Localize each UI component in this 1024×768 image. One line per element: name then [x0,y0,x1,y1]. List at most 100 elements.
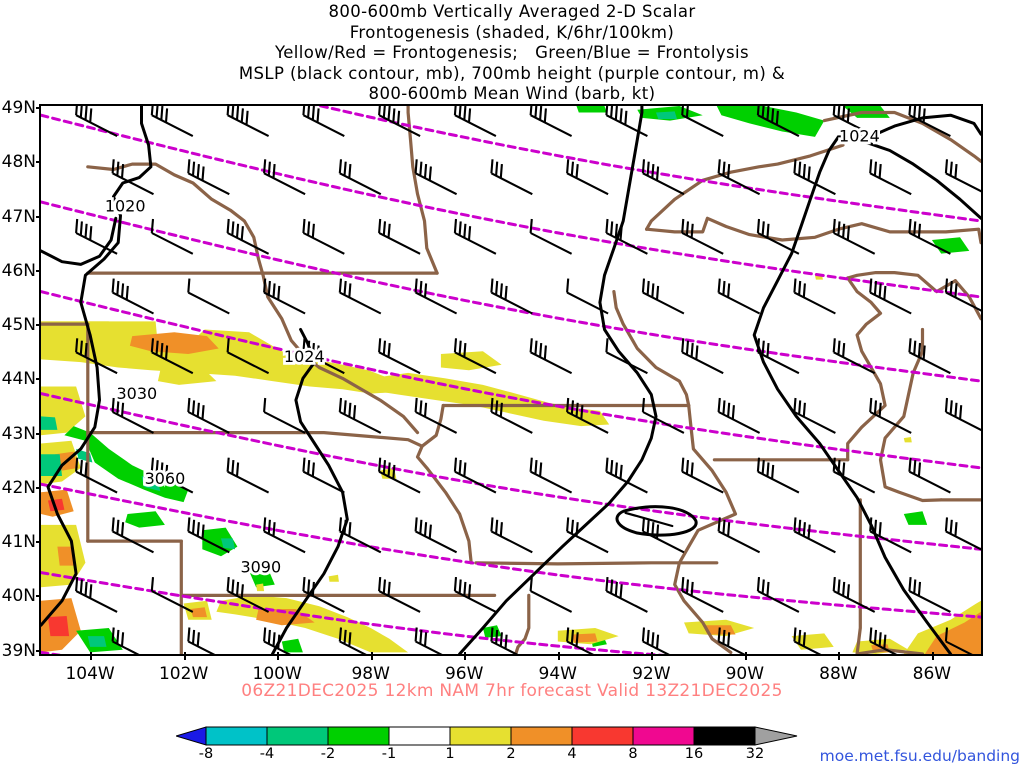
wind-barb [641,159,685,196]
wind-barb-feather [382,460,387,475]
frontolysis-green-small-a [249,568,275,588]
x-tick-mark [557,652,560,660]
wind-barb-shaft [566,530,609,554]
wind-barb [263,397,306,434]
wind-barb-feather [352,405,357,420]
wind-barb-feather [240,226,244,241]
wind-barb-feather [681,338,685,353]
mslp-contour-1024-ne [836,113,981,139]
wind-barb-shaft [833,232,876,255]
wind-barb-feather [226,338,230,353]
wind-barb-feather [756,457,761,472]
wind-barb-feather [869,278,873,293]
wind-barb-feather [419,519,423,534]
wind-barb-feather [392,108,396,123]
map-plot-area[interactable]: 1020 1020 1024 1024 1024 1024 3030 3030 3060 3060… [39,104,983,656]
frontogenesis-orange-ks-b [190,607,207,618]
wind-barb-feather [196,164,200,179]
wind-barb-shaft [757,590,800,613]
wind-barb-shaft [302,114,345,138]
wind-barb-feather [231,579,235,594]
wind-barb-shaft [112,530,154,554]
wind-barb-feather [944,627,949,642]
wind-barb-feather [495,400,499,415]
wind-barb-shaft [339,640,367,654]
wind-barb-feather [378,457,382,472]
frontolysis-teal-left-b [41,416,58,430]
y-tick-label: 42N [1,477,36,498]
wind-barb [226,577,270,613]
wind-barb-shaft [793,291,836,315]
height-contour-3030b [41,290,981,470]
coast-lake-michigan-w [846,276,887,462]
wind-barb-shaft [263,530,306,554]
wind-barb-feather [756,577,761,592]
wind-barb-shaft [833,114,876,138]
wind-barb-feather [302,457,306,472]
wind-barb-feather [717,517,721,532]
x-tick-label: 86W [912,664,952,684]
river-wabash [855,648,925,654]
wind-barb [605,218,648,255]
wind-barb-feather [605,338,609,353]
wind-barb-feather [761,460,765,475]
wind-barb [832,577,876,613]
wind-barb-feather [79,106,83,118]
y-tick-label: 48N [1,152,36,173]
wind-barb-shaft [227,470,270,494]
wind-barb-feather [842,462,846,477]
wind-barb [681,218,724,255]
wind-barb-feather [187,397,191,413]
wind-barb-feather [570,161,575,176]
wind-barb [414,159,458,196]
colorbar-tick-label: 4 [567,746,577,762]
colorbar-segment [510,726,573,746]
wind-barb-feather [793,627,797,642]
wind-barb [338,278,382,315]
wind-barb-feather [756,338,761,353]
wind-barb [150,338,194,375]
wind-barb-shaft [833,590,876,613]
wind-barb-feather [641,159,646,174]
wind-barb-feather [873,161,878,176]
wind-barb-shaft [378,470,421,494]
colorbar-tick-label: 32 [745,746,765,762]
wind-barb-feather [761,106,765,118]
wind-barb [490,397,533,434]
wind-barb-shaft [302,232,345,255]
wind-barb-feather [727,402,731,417]
wind-barb-feather [382,221,387,236]
wind-barb-feather [120,632,125,647]
wind-barb [378,218,421,255]
wind-barb-feather [731,405,735,420]
wind-barb-feather [529,338,533,353]
wind-barb [302,338,345,375]
wind-barb-feather [722,629,726,644]
wind-barb [187,278,230,315]
wind-barb [150,106,194,138]
wind-barb-feather [908,577,912,592]
wind-barb-shaft [681,351,724,375]
wind-barb-feather [913,460,917,475]
x-tick-label: 92W [632,664,671,684]
wind-barb-feather [685,579,690,594]
wind-barb-shaft [605,470,648,494]
wind-barb-feather [396,110,401,125]
wind-barb-feather [685,106,689,118]
colorbar-tick-label: 2 [506,746,516,762]
wind-barb-feather [695,345,699,360]
wind-barb-feather [717,159,721,174]
wind-barb-feather [570,519,575,534]
wind-barb-feather [878,522,882,537]
wind-barb-feather [610,579,614,594]
frontolysis-green-patch-a [125,511,165,528]
state-border-sd-ne [86,431,424,448]
x-tick-label: 104W [65,664,115,684]
wind-barb-shaft [490,411,533,434]
wind-barb-feather [160,343,164,358]
wind-barb-feather [453,218,458,234]
wind-barb-feather [75,106,78,116]
wind-barb-feather [954,522,958,537]
wind-barb-feather [580,405,584,420]
river-missouri [415,403,473,565]
